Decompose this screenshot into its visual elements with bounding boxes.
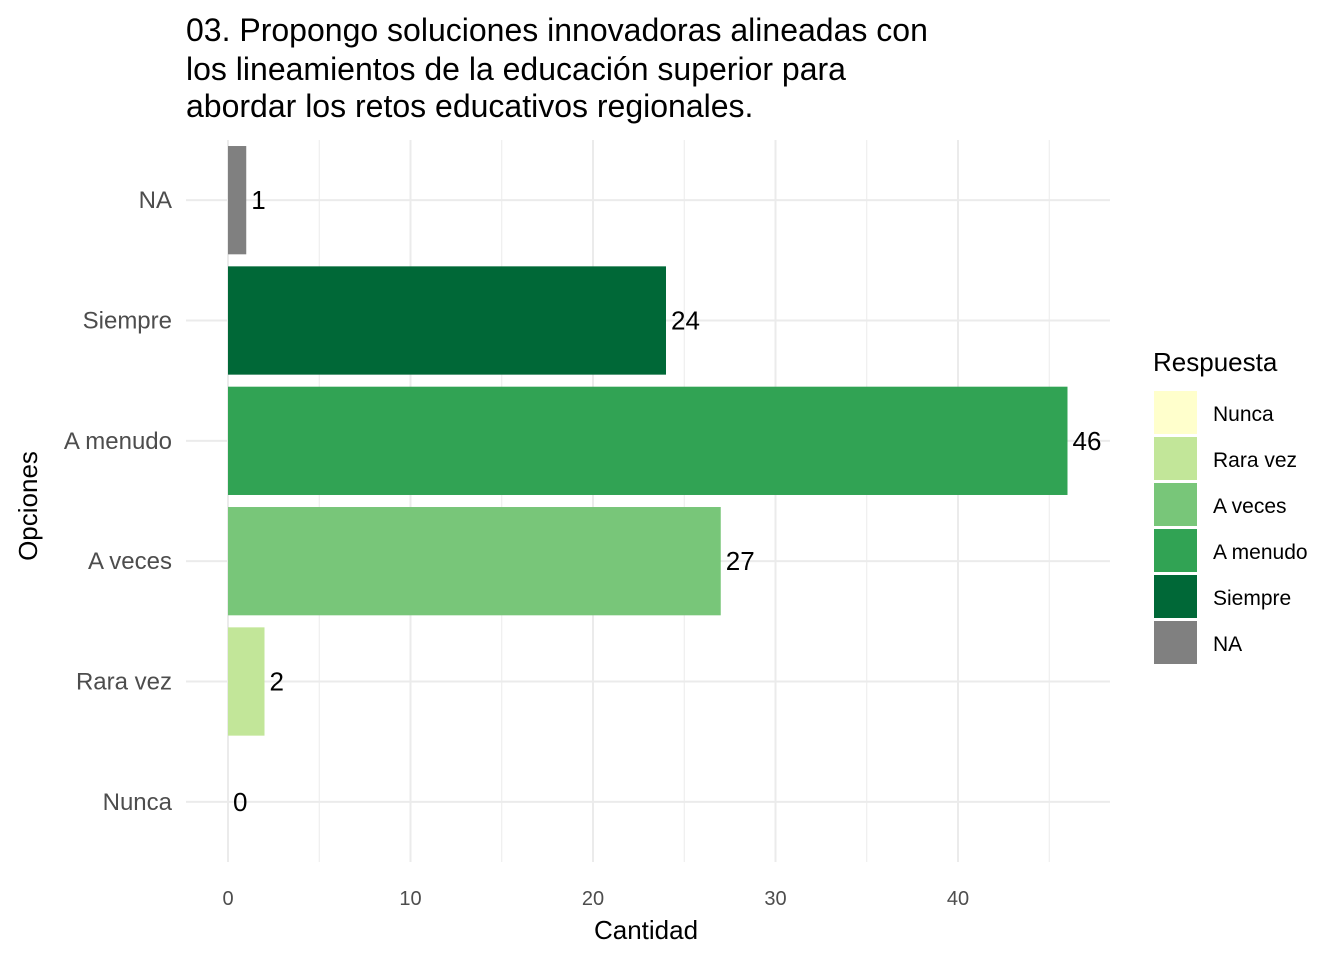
x-tick-label: 10 [399, 888, 421, 910]
x-tick-label: 30 [764, 888, 786, 910]
x-axis-title: Cantidad [594, 915, 698, 945]
chart-title: 03. Propongo soluciones innovadoras alin… [186, 12, 928, 124]
y-axis-ticks: Nunca Rara vez A veces A menudo Siempre NA [64, 187, 173, 816]
legend-key-na [1154, 621, 1197, 664]
y-tick-label-a-veces: A veces [88, 548, 172, 575]
chart-title-line-1: 03. Propongo soluciones innovadoras alin… [186, 12, 928, 48]
x-axis-ticks: 0 10 20 30 40 [222, 888, 969, 910]
bar-label-na: 1 [251, 185, 265, 215]
x-tick-label: 20 [582, 888, 604, 910]
legend-key-nunca [1154, 391, 1197, 434]
x-tick-label: 0 [222, 888, 233, 910]
y-tick-label-a-menudo: A menudo [64, 428, 172, 455]
bar-label-siempre: 24 [671, 306, 700, 336]
chart-title-line-2: los lineamientos de la educación superio… [186, 51, 846, 87]
chart-title-line-3: abordar los retos educativos regionales. [186, 88, 753, 124]
legend-label-rara-vez: Rara vez [1213, 449, 1297, 472]
plot-grid [186, 140, 1110, 862]
bar-label-a-veces: 27 [726, 546, 755, 576]
bar-label-nunca: 0 [233, 787, 247, 817]
legend-label-nunca: Nunca [1213, 403, 1274, 426]
y-tick-label-na: NA [139, 187, 172, 214]
legend-title: Respuesta [1153, 347, 1278, 377]
legend-label-a-menudo: A menudo [1213, 541, 1308, 564]
bar-value-labels: 0 2 27 46 24 1 [233, 185, 1101, 817]
bars [228, 146, 1068, 736]
x-tick-label: 40 [947, 888, 969, 910]
legend-label-siempre: Siempre [1213, 587, 1291, 610]
y-tick-label-rara-vez: Rara vez [76, 669, 172, 696]
y-tick-label-siempre: Siempre [83, 308, 172, 335]
legend-key-rara-vez [1154, 437, 1197, 480]
legend: Respuesta Nunca Rara vez A veces A menudo Si… [1153, 347, 1308, 664]
legend-label-a-veces: A veces [1213, 495, 1287, 518]
y-axis-title: Opciones [13, 451, 43, 561]
bar-label-a-menudo: 46 [1073, 426, 1102, 456]
bar-a-menudo [228, 386, 1068, 495]
bar-rara-vez [228, 627, 265, 736]
legend-key-a-menudo [1154, 529, 1197, 572]
bar-label-rara-vez: 2 [270, 667, 284, 697]
bar-siempre [228, 266, 666, 375]
legend-label-na: NA [1213, 633, 1242, 656]
legend-key-siempre [1154, 575, 1197, 618]
bar-na [228, 146, 247, 255]
y-tick-label-nunca: Nunca [103, 789, 173, 816]
bar-a-veces [228, 507, 721, 616]
legend-key-a-veces [1154, 483, 1197, 526]
